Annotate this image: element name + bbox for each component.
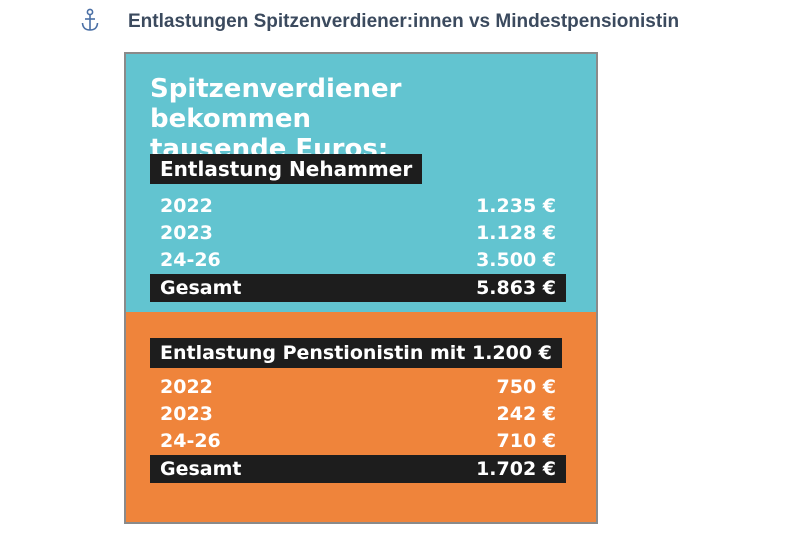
row-amount: 3.500 € xyxy=(476,249,556,271)
row-amount: 750 € xyxy=(496,376,557,398)
headline-line-1: Spitzenverdiener bekommen xyxy=(150,74,402,134)
row-amount: 1.235 € xyxy=(476,195,556,217)
headline: Spitzenverdiener bekommen tausende Euros… xyxy=(150,74,570,164)
row-year: 2023 xyxy=(160,403,213,425)
section-label-nehammer: Entlastung Nehammer xyxy=(150,154,423,184)
infographic-card: Spitzenverdiener bekommen tausende Euros… xyxy=(124,52,598,524)
table-row: 2022 750 € xyxy=(150,374,566,400)
section-label-pensionistin: Entlastung Penstionistin mit 1.200 € xyxy=(150,338,562,368)
total-label: Gesamt xyxy=(160,458,242,480)
bottom-section: Entlastung Penstionistin mit 1.200 € 202… xyxy=(126,312,596,522)
total-row: Gesamt 5.863 € xyxy=(150,274,566,302)
table-row: 24-26 3.500 € xyxy=(150,247,566,273)
table-row: 2023 1.128 € xyxy=(150,220,566,246)
row-year: 2023 xyxy=(160,222,213,244)
row-amount: 710 € xyxy=(496,430,557,452)
table-row: 2022 1.235 € xyxy=(150,193,566,219)
anchor-icon xyxy=(81,8,99,31)
row-year: 24-26 xyxy=(160,430,221,452)
row-amount: 242 € xyxy=(496,403,557,425)
page-heading: Entlastungen Spitzenverdiener:innen vs M… xyxy=(128,11,680,32)
row-amount: 1.128 € xyxy=(476,222,556,244)
row-year: 2022 xyxy=(160,195,213,217)
table-row: 24-26 710 € xyxy=(150,428,566,454)
table-row: 2023 242 € xyxy=(150,401,566,427)
total-row: Gesamt 1.702 € xyxy=(150,455,566,483)
row-year: 24-26 xyxy=(160,249,221,271)
top-section: Spitzenverdiener bekommen tausende Euros… xyxy=(126,54,596,312)
total-label: Gesamt xyxy=(160,277,242,299)
total-amount: 1.702 € xyxy=(476,458,556,480)
row-year: 2022 xyxy=(160,376,213,398)
total-amount: 5.863 € xyxy=(476,277,556,299)
